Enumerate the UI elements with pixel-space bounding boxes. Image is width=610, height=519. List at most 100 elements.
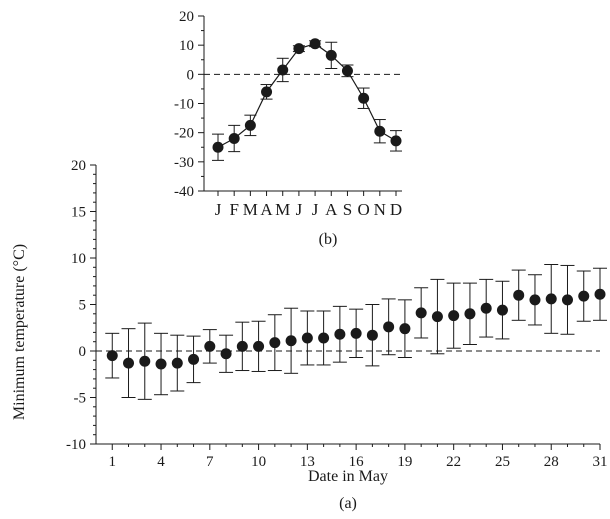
main-y-tick-label: 0 bbox=[79, 344, 87, 360]
main-marker bbox=[123, 357, 135, 369]
main-marker bbox=[269, 337, 281, 349]
main-marker bbox=[155, 358, 167, 370]
main-marker bbox=[464, 308, 476, 320]
inset-data-point bbox=[373, 119, 386, 144]
inset-data-point bbox=[260, 84, 273, 100]
inset-marker bbox=[228, 133, 240, 144]
main-marker bbox=[431, 311, 443, 323]
main-marker bbox=[366, 329, 378, 341]
main-data-point bbox=[170, 334, 185, 392]
inset-marker bbox=[244, 119, 256, 131]
main-data-point bbox=[202, 329, 217, 364]
main-marker bbox=[253, 340, 265, 352]
main-axes bbox=[90, 164, 601, 450]
inset-marker bbox=[390, 135, 402, 147]
main-data-point bbox=[186, 335, 201, 384]
main-marker bbox=[188, 353, 200, 365]
inset-y-tick-label: -10 bbox=[174, 97, 194, 113]
main-marker bbox=[399, 323, 411, 335]
inset-marker bbox=[293, 43, 305, 55]
main-x-tick-label: 22 bbox=[446, 454, 461, 470]
inset-x-tick-label: A bbox=[260, 200, 273, 219]
main-data-point bbox=[397, 299, 412, 359]
main-marker bbox=[561, 294, 573, 306]
inset-y-tick-label: 10 bbox=[179, 38, 194, 54]
main-marker bbox=[236, 340, 248, 352]
inset-y-tick-label: 20 bbox=[179, 9, 194, 25]
inset-data-point bbox=[212, 133, 224, 161]
main-marker bbox=[448, 310, 460, 322]
main-x-tick-label: 31 bbox=[593, 454, 608, 470]
main-marker bbox=[496, 304, 508, 316]
inset-x-tick-label: J bbox=[296, 200, 303, 219]
main-marker bbox=[529, 294, 541, 306]
inset-axes bbox=[198, 15, 402, 196]
inset-x-tick-label: M bbox=[275, 200, 290, 219]
inset-data-point bbox=[357, 87, 370, 109]
inset-data-point bbox=[292, 43, 305, 55]
main-data-point bbox=[300, 310, 315, 366]
inset-x-tick-label: F bbox=[229, 200, 238, 219]
inset-y-tick-label: -40 bbox=[174, 184, 194, 200]
main-x-tick-label: 4 bbox=[157, 454, 165, 470]
inset-x-tick-label: D bbox=[390, 200, 402, 219]
main-marker bbox=[415, 307, 427, 319]
inset-x-tick-label: N bbox=[374, 200, 386, 219]
main-y-tick-label: 5 bbox=[79, 298, 87, 314]
main-y-axis-label: Minimum temperature (°C) bbox=[11, 244, 28, 420]
main-x-axis-label: Date in May bbox=[308, 468, 388, 485]
main-x-tick-label: 10 bbox=[251, 454, 266, 470]
main-data-point bbox=[349, 308, 364, 359]
main-x-tick-label: 16 bbox=[349, 454, 365, 470]
main-data-point bbox=[332, 305, 347, 363]
main-data-point bbox=[219, 334, 234, 373]
main-marker bbox=[139, 355, 151, 367]
inset-data-point bbox=[276, 57, 289, 83]
main-y-tick-label: 20 bbox=[71, 158, 86, 174]
main-marker bbox=[545, 293, 557, 305]
inset-y-tick-labels: -40 -30 -20 -10 0 10 20 bbox=[174, 9, 194, 200]
main-marker bbox=[578, 290, 590, 302]
main-data-point bbox=[316, 310, 331, 366]
main-data-point bbox=[462, 282, 477, 345]
main-x-tick-label: 7 bbox=[206, 454, 214, 470]
inset-x-tick-label: J bbox=[312, 200, 319, 219]
main-x-tick-label: 25 bbox=[495, 454, 510, 470]
inset-marker bbox=[261, 86, 273, 98]
inset-marker bbox=[325, 49, 337, 61]
inset-data-point bbox=[341, 64, 354, 78]
main-y-tick-label: 15 bbox=[71, 205, 86, 221]
main-x-tick-label: 28 bbox=[544, 454, 559, 470]
main-marker bbox=[480, 302, 492, 314]
inset-data-point bbox=[228, 124, 241, 153]
main-marker bbox=[513, 289, 525, 301]
inset-x-tick-label: S bbox=[343, 200, 352, 219]
main-data-point bbox=[105, 332, 120, 379]
main-marker bbox=[285, 335, 297, 347]
main-marker bbox=[301, 332, 313, 344]
inset-data-point bbox=[309, 38, 322, 50]
inset-y-tick-label: -20 bbox=[174, 126, 194, 142]
main-data-point bbox=[154, 332, 169, 396]
main-data-point bbox=[430, 278, 445, 355]
main-data-point bbox=[121, 328, 136, 398]
main-data-point bbox=[446, 282, 461, 349]
inset-marker bbox=[358, 92, 370, 104]
main-data-point bbox=[267, 314, 282, 372]
inset-marker bbox=[212, 141, 224, 153]
inset-marker bbox=[374, 125, 386, 137]
main-marker bbox=[318, 332, 330, 344]
main-panel-label: (a) bbox=[339, 495, 357, 512]
main-y-tick-label: 10 bbox=[71, 251, 86, 267]
inset-x-tick-label: A bbox=[325, 200, 338, 219]
inset-data-points bbox=[212, 38, 402, 161]
main-x-tick-label: 1 bbox=[109, 454, 117, 470]
main-data-point bbox=[544, 264, 559, 334]
main-data-point bbox=[593, 267, 607, 321]
main-marker bbox=[220, 348, 232, 360]
inset-y-tick-label: 0 bbox=[187, 67, 195, 83]
main-marker bbox=[171, 357, 183, 369]
